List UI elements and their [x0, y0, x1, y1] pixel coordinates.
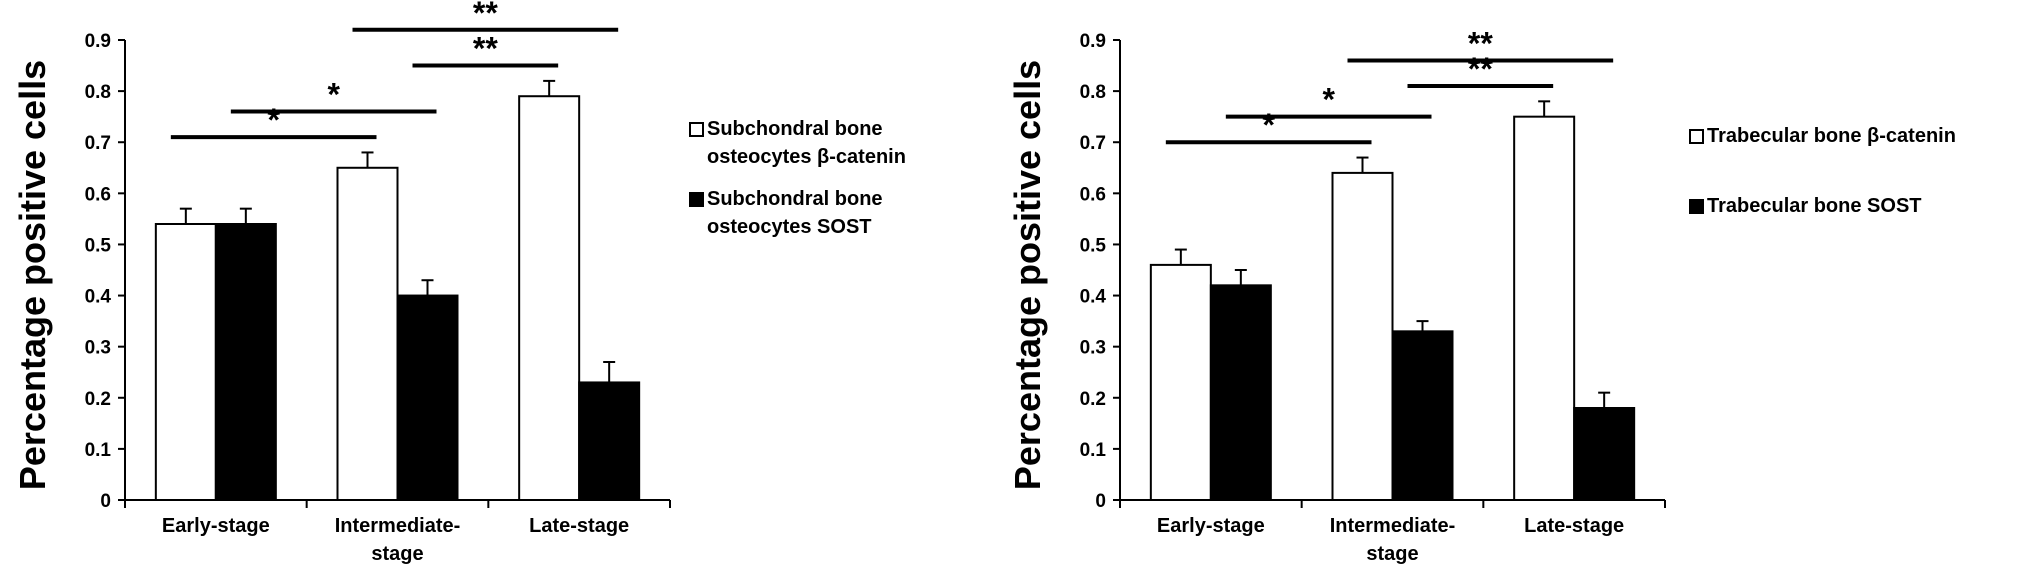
legend-swatch: [1689, 129, 1704, 144]
bar-series-2: [1209, 284, 1272, 502]
legend-label: Trabecular bone SOST: [1707, 195, 1922, 217]
x-category-label: Late-stage: [529, 515, 629, 537]
bar-series-1: [336, 166, 399, 501]
bar-series-1: [1331, 171, 1394, 501]
x-category-label: Early-stage: [1157, 515, 1265, 537]
y-tick-label: 0.5: [1080, 235, 1107, 256]
legend-label: Trabecular bone β-catenin: [1707, 125, 1956, 147]
x-category-label: stage: [1366, 543, 1418, 565]
bar-series-1: [1513, 115, 1576, 502]
legend-label: osteocytes β-catenin: [707, 146, 906, 168]
significance-marker: **: [1468, 51, 1493, 87]
y-tick-label: 0.1: [1080, 440, 1107, 461]
bar-series-2: [396, 294, 459, 501]
x-category-label: Late-stage: [1524, 515, 1624, 537]
y-tick-label: 0.2: [85, 389, 111, 410]
legend-label: Subchondral bone: [707, 118, 883, 140]
significance-marker: *: [1262, 107, 1275, 143]
x-category-label: stage: [371, 543, 423, 565]
legend-swatch: [1689, 199, 1704, 214]
y-tick-label: 0.7: [1080, 133, 1106, 154]
bar-series-1: [1149, 263, 1212, 501]
y-tick-label: 0.3: [1080, 338, 1106, 359]
y-axis-title: Percentage positive cells: [1007, 60, 1048, 490]
y-tick-label: 0: [1095, 491, 1106, 512]
y-tick-label: 0.4: [1080, 287, 1107, 308]
significance-marker: *: [267, 102, 280, 138]
y-tick-label: 0.2: [1080, 389, 1106, 410]
y-tick-label: 0.5: [85, 235, 112, 256]
chart-panel-2: Percentage positive cells 0 0.1 0.2 0.3 0.4 0.…: [1007, 25, 1956, 565]
y-tick-label: 0.9: [1080, 31, 1106, 52]
x-category-label: Early-stage: [162, 515, 270, 537]
y-tick-label: 0.6: [1080, 184, 1106, 205]
bar-series-2: [1391, 330, 1454, 502]
y-tick-label: 0.7: [85, 133, 111, 154]
significance-marker: *: [327, 77, 340, 113]
legend-swatch: [689, 122, 704, 137]
y-tick-label: 0.8: [1080, 82, 1106, 103]
significance-marker: **: [473, 0, 498, 31]
y-tick-label: 0.3: [85, 338, 111, 359]
chart-panel-1: Percentage positive cells 0 0.1 0.2 0.3 0.4 0.…: [12, 0, 906, 565]
significance-marker: **: [473, 31, 498, 67]
y-tick-label: 0.9: [85, 31, 111, 52]
y-tick-label: 0.6: [85, 184, 111, 205]
bar-series-1: [154, 223, 217, 501]
bar-series-2: [214, 223, 277, 501]
legend-label: osteocytes SOST: [707, 216, 872, 238]
legend-label: Subchondral bone: [707, 188, 883, 210]
y-axis-title: Percentage positive cells: [12, 60, 53, 490]
x-category-label: Intermediate-: [335, 515, 461, 537]
y-tick-label: 0.8: [85, 82, 111, 103]
bar-series-2: [1573, 407, 1636, 501]
x-category-label: Intermediate-: [1330, 515, 1456, 537]
legend-swatch: [689, 192, 704, 207]
bar-series-2: [578, 381, 641, 502]
y-tick-label: 0.1: [85, 440, 112, 461]
significance-marker: **: [1468, 25, 1493, 61]
significance-marker: *: [1322, 82, 1335, 118]
y-tick-label: 0.4: [85, 287, 112, 308]
y-tick-label: 0: [100, 491, 111, 512]
bar-series-1: [518, 95, 581, 501]
